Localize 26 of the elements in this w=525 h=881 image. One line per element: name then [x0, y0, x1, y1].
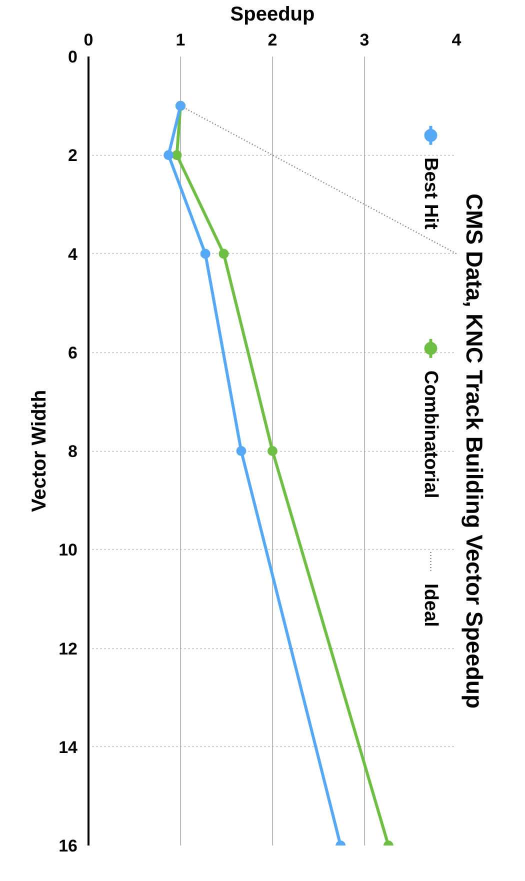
- x-axis-title: Speedup: [230, 4, 315, 26]
- point: [236, 446, 246, 456]
- x-tick-label: 1: [176, 30, 186, 50]
- point: [268, 446, 278, 456]
- point: [172, 150, 182, 160]
- legend-label: Combinatorial: [420, 370, 442, 498]
- y-tick-label: 14: [58, 738, 78, 757]
- legend-label: Ideal: [420, 584, 442, 627]
- y-tick-label: 16: [58, 836, 78, 856]
- y-tick-label: 0: [68, 48, 78, 66]
- y-axis-title: Vector Width: [28, 390, 51, 512]
- x-tick-label: 2: [268, 30, 278, 50]
- y-tick-label: 12: [58, 639, 78, 658]
- y-tick-label: 10: [58, 540, 78, 560]
- x-tick-label: 0: [84, 30, 94, 50]
- y-tick-label: 2: [68, 146, 78, 166]
- point: [218, 248, 229, 259]
- text: CMS Data, KNC Track Building Vector Speedup: [462, 193, 488, 709]
- x-tick-label: 4: [452, 30, 462, 50]
- x-tick-label: 3: [360, 30, 370, 50]
- y-tick-label: 4: [68, 244, 78, 264]
- y-tick-label: 8: [68, 442, 78, 461]
- point: [200, 248, 210, 259]
- point: [164, 150, 174, 160]
- legend-label: Best Hit: [420, 157, 442, 230]
- y-tick-label: 6: [68, 343, 78, 362]
